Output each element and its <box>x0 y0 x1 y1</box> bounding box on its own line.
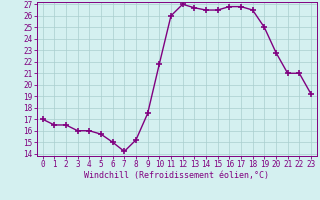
X-axis label: Windchill (Refroidissement éolien,°C): Windchill (Refroidissement éolien,°C) <box>84 171 269 180</box>
